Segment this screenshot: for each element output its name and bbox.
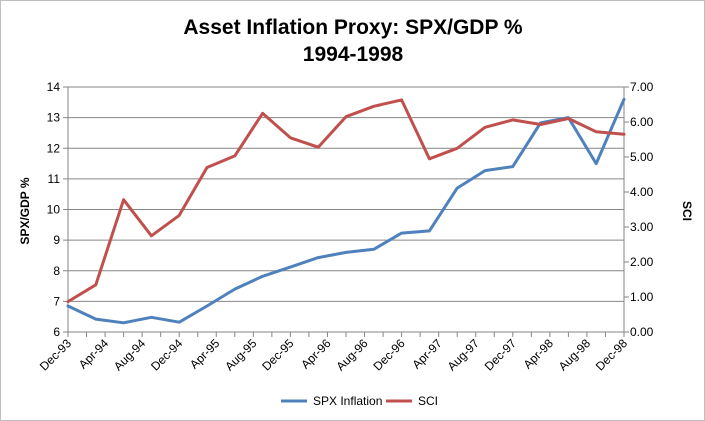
x-tick-label: Dec-96 xyxy=(370,336,407,373)
x-tick-label: Apr-98 xyxy=(521,336,557,372)
y-tick-label: 12 xyxy=(47,141,61,155)
left-axis-ticks: 6 7 8 9 10 11 12 13 14 xyxy=(47,80,61,339)
legend: SPX Inflation SCI xyxy=(281,394,438,408)
y-tick-label: 7 xyxy=(53,294,60,308)
y2-tick-label: 2.00 xyxy=(630,255,654,269)
x-tick-label: Dec-94 xyxy=(148,336,185,373)
x-tick-label: Aug-97 xyxy=(445,336,482,373)
y2-tick-label: 6.00 xyxy=(630,115,654,129)
chart-title: Asset Inflation Proxy: SPX/GDP % xyxy=(183,16,523,39)
y-tick-label: 13 xyxy=(47,111,61,125)
legend-label: SCI xyxy=(418,394,438,408)
series-line-sci xyxy=(66,98,626,304)
chart-subtitle: 1994-1998 xyxy=(303,43,404,66)
y-tick-label: 6 xyxy=(53,325,60,339)
gridlines xyxy=(68,86,624,302)
x-tick-label: Aug-95 xyxy=(222,336,259,373)
x-tick-label: Apr-94 xyxy=(76,336,112,372)
y2-tick-label: 1.00 xyxy=(630,290,654,304)
y-tick-label: 10 xyxy=(47,203,61,217)
x-tick-label: Aug-96 xyxy=(333,336,370,373)
y-tick-label: 9 xyxy=(53,233,60,247)
y-tick-label: 14 xyxy=(47,80,61,94)
series-lines xyxy=(66,97,626,325)
y-axis-label: SPX/GDP % xyxy=(18,177,32,244)
axes xyxy=(63,86,629,337)
y2-axis-label: SCI xyxy=(680,201,694,221)
x-axis-ticks: Dec-93 Apr-94 Aug-94 Dec-94 Apr-95 Aug-95 Dec-… xyxy=(37,336,630,373)
x-tick-label: Apr-97 xyxy=(409,336,445,372)
legend-label: SPX Inflation xyxy=(313,394,382,408)
x-tick-label: Dec-95 xyxy=(259,336,296,373)
y2-tick-label: 4.00 xyxy=(630,185,654,199)
y2-tick-label: 0.00 xyxy=(630,325,654,339)
right-axis-ticks: 0.00 1.00 2.00 3.00 4.00 5.00 6.00 7.00 xyxy=(630,80,654,339)
x-tick-label: Dec-98 xyxy=(593,336,630,373)
y-tick-label: 11 xyxy=(48,172,61,186)
x-tick-label: Apr-96 xyxy=(298,336,334,372)
x-tick-label: Aug-98 xyxy=(556,336,593,373)
x-tick-label: Aug-94 xyxy=(111,336,148,373)
y2-tick-label: 5.00 xyxy=(630,150,654,164)
y2-tick-label: 7.00 xyxy=(630,80,654,94)
x-tick-label: Dec-93 xyxy=(37,336,74,373)
series-line-spx-inflation xyxy=(66,97,626,325)
y-tick-label: 8 xyxy=(53,264,60,278)
x-tick-label: Dec-97 xyxy=(482,336,519,373)
x-tick-label: Apr-95 xyxy=(187,336,223,372)
y2-tick-label: 3.00 xyxy=(630,220,654,234)
